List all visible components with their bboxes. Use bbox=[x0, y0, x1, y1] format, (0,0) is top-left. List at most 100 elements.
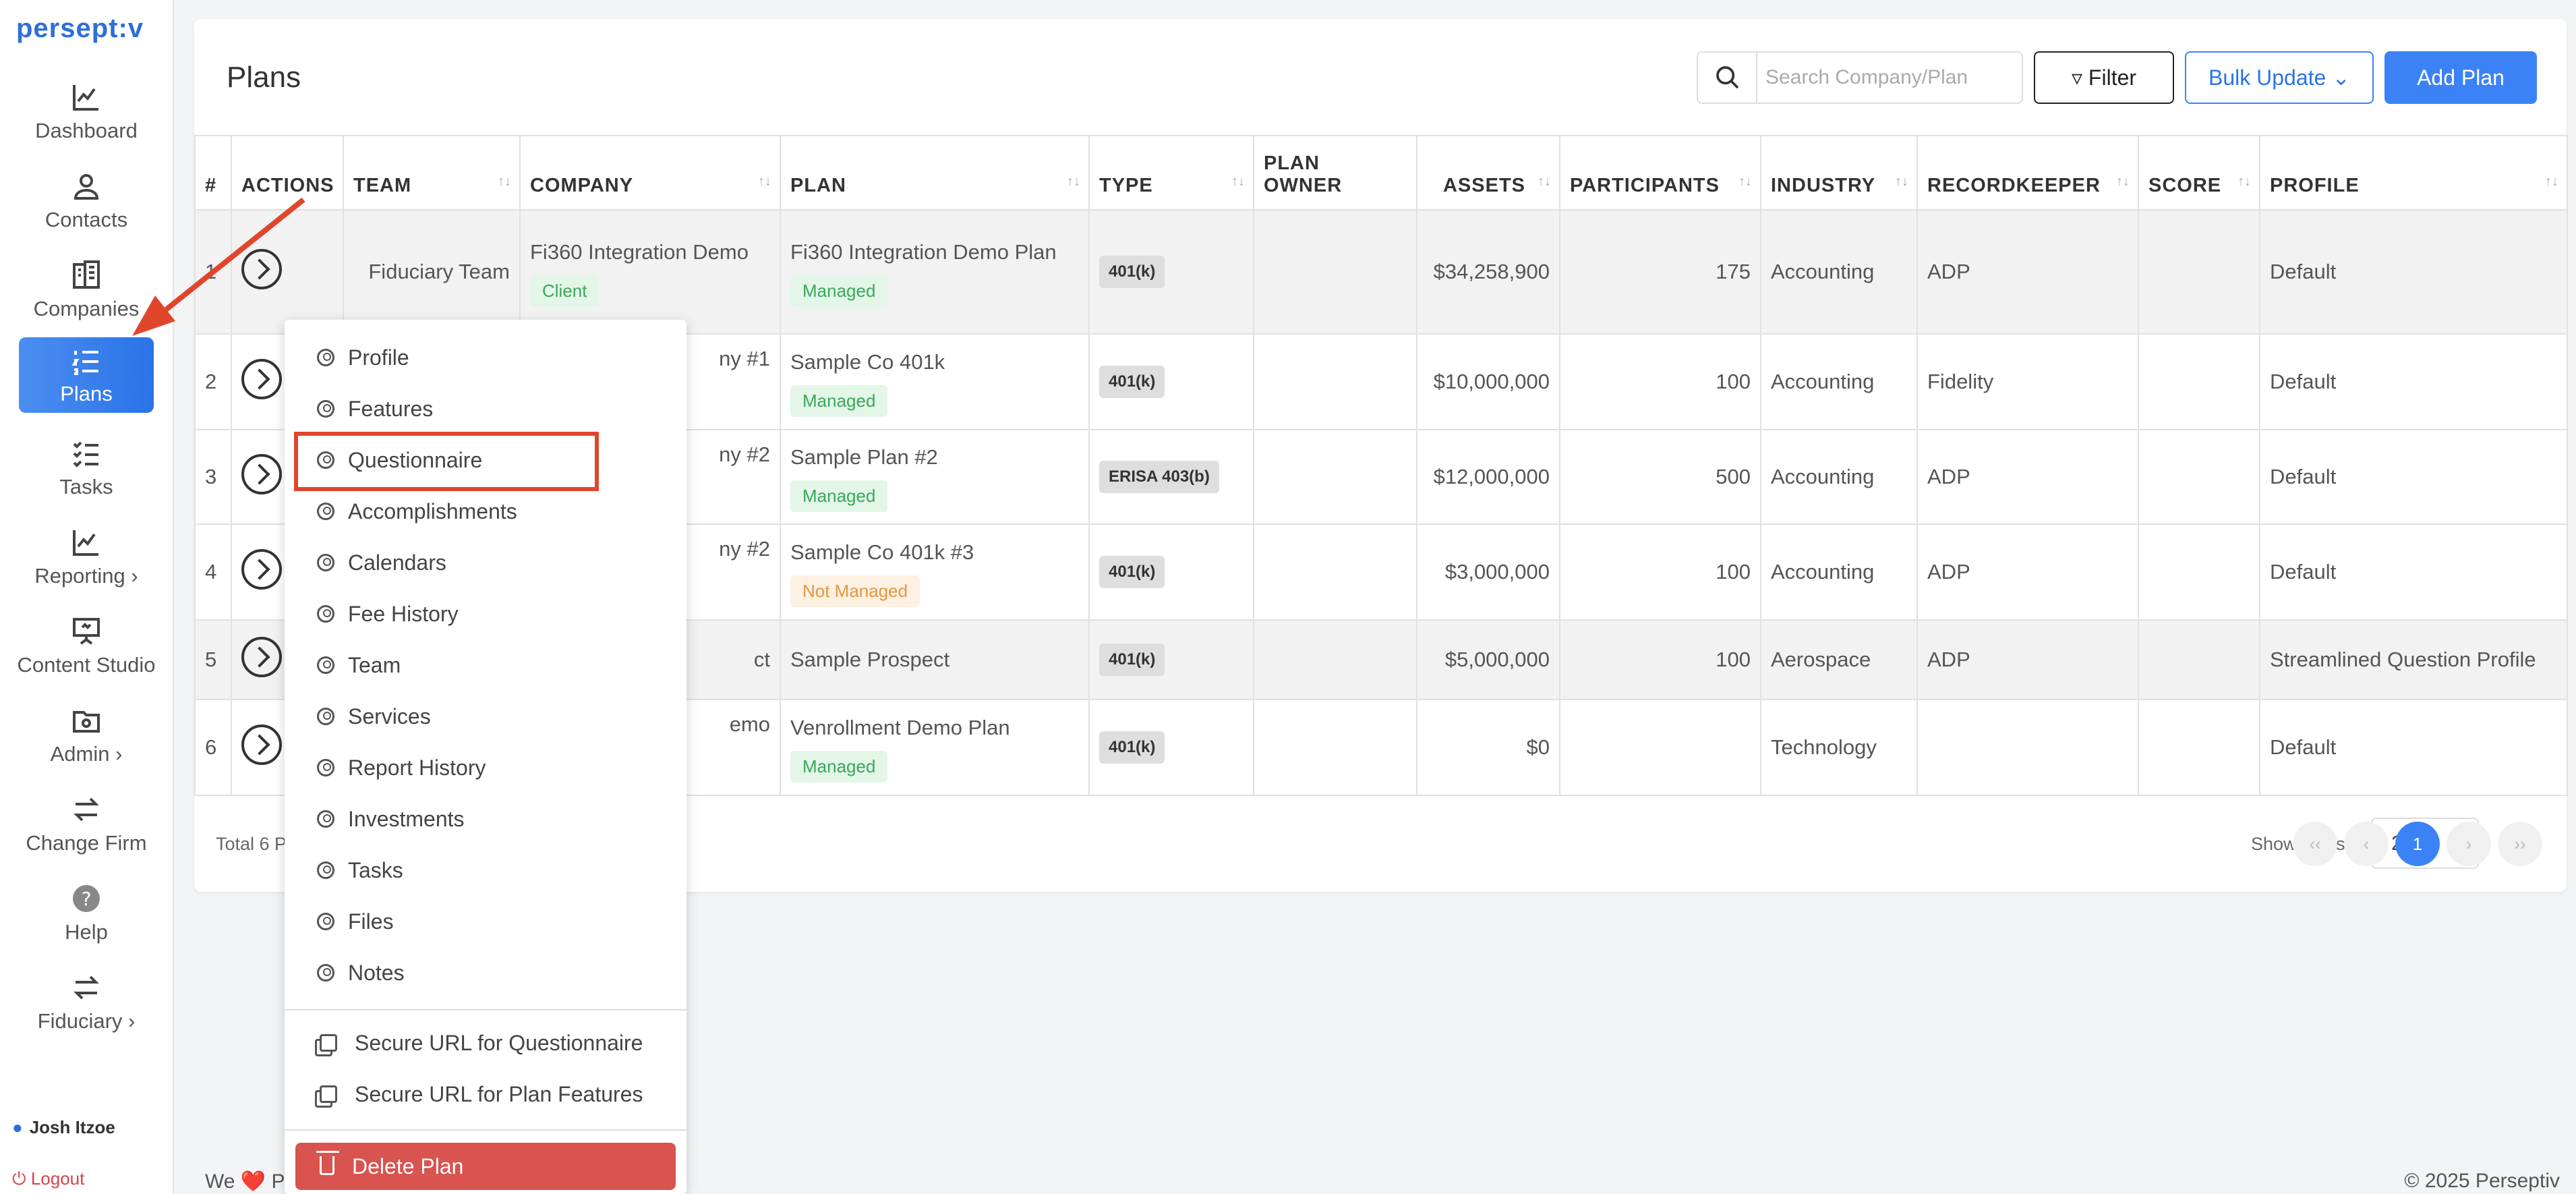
sort-icon[interactable]: ↑↓ bbox=[1067, 174, 1080, 189]
row-actions-button[interactable] bbox=[241, 724, 282, 765]
menu-item-tasks[interactable]: Tasks bbox=[317, 850, 403, 890]
profile-cell: Default bbox=[2259, 699, 2568, 796]
row-number: 2 bbox=[194, 333, 232, 430]
menu-item-services[interactable]: Services bbox=[317, 696, 431, 737]
sidebar-item-content-studio[interactable]: Content Studio bbox=[0, 607, 173, 688]
sidebar-item-dashboard[interactable]: Dashboard bbox=[0, 73, 173, 154]
sort-icon[interactable]: ↑↓ bbox=[2545, 174, 2558, 189]
column-header[interactable]: PARTICIPANTS ↑↓ bbox=[1559, 135, 1761, 210]
menu-item-files[interactable]: Files bbox=[317, 901, 394, 942]
column-header[interactable]: TYPE ↑↓ bbox=[1088, 135, 1254, 210]
column-header[interactable]: PROFILE ↑↓ bbox=[2259, 135, 2568, 210]
sort-icon[interactable]: ↑↓ bbox=[498, 174, 511, 189]
table-row[interactable]: 1 Fiduciary Team Fi360 Integration Demo C… bbox=[194, 209, 2568, 335]
search-icon bbox=[1716, 66, 1739, 89]
swap-icon bbox=[74, 797, 99, 822]
person-icon bbox=[74, 174, 99, 200]
column-header[interactable]: INDUSTRY ↑↓ bbox=[1760, 135, 1918, 210]
column-header[interactable]: PLAN ↑↓ bbox=[780, 135, 1090, 210]
list-icon bbox=[71, 351, 98, 375]
participants-cell: 100 bbox=[1559, 523, 1761, 621]
menu-item-features[interactable]: Features bbox=[317, 389, 433, 429]
menu-item-profile[interactable]: Profile bbox=[317, 337, 409, 378]
column-header[interactable]: COMPANY ↑↓ bbox=[519, 135, 781, 210]
plan-link[interactable]: Sample Co 401k bbox=[790, 349, 945, 374]
column-header: ACTIONS bbox=[231, 135, 344, 210]
menu-item-accomplishments[interactable]: Accomplishments bbox=[317, 491, 517, 532]
menu-item-fee-history[interactable]: Fee History bbox=[317, 594, 459, 634]
menu-item-investments[interactable]: Investments bbox=[317, 799, 465, 839]
plan-link[interactable]: Sample Prospect bbox=[790, 648, 950, 671]
menu-item-questionnaire[interactable]: Questionnaire bbox=[317, 440, 482, 480]
recordkeeper-cell: ADP bbox=[1916, 523, 2139, 621]
plan-link[interactable]: Fi360 Integration Demo Plan bbox=[790, 239, 1057, 264]
sidebar: persept:v Dashboard Contacts Companies P… bbox=[0, 0, 174, 1194]
row-actions-button[interactable] bbox=[241, 637, 282, 677]
filter-button[interactable]: ▿ Filter bbox=[2034, 51, 2174, 104]
sort-icon[interactable]: ↑↓ bbox=[1538, 174, 1551, 189]
sidebar-item-change-firm[interactable]: Change Firm bbox=[0, 785, 173, 866]
row-actions-button[interactable] bbox=[241, 549, 282, 590]
menu-item-report-history[interactable]: Report History bbox=[317, 747, 486, 788]
recordkeeper-cell: ADP bbox=[1916, 619, 2139, 700]
company-link[interactable]: Fi360 Integration Demo bbox=[530, 239, 749, 264]
sort-icon[interactable]: ↑↓ bbox=[758, 174, 771, 189]
search-button[interactable] bbox=[1698, 53, 1757, 103]
sidebar-item-help[interactable]: ? Help bbox=[0, 874, 173, 955]
plan-link[interactable]: Sample Plan #2 bbox=[790, 445, 938, 469]
prev-page-button[interactable]: ‹ bbox=[2344, 822, 2389, 866]
footer-text: We ❤️ P bbox=[205, 1170, 285, 1193]
sort-icon[interactable]: ↑↓ bbox=[1738, 174, 1752, 189]
sidebar-item-reporting[interactable]: Reporting › bbox=[0, 518, 173, 599]
page-button[interactable]: 1 bbox=[2395, 822, 2440, 866]
sidebar-item-admin[interactable]: Admin › bbox=[0, 696, 173, 777]
sidebar-item-label: Admin › bbox=[50, 742, 123, 766]
app-logo[interactable]: persept:v bbox=[16, 13, 144, 43]
menu-item-secure-url-questionnaire[interactable]: Secure URL for Questionnaire bbox=[320, 1023, 643, 1063]
column-header[interactable]: TEAM ↑↓ bbox=[343, 135, 521, 210]
plans-table: # ACTIONS TEAM ↑↓ COMPANY ↑↓ PLAN ↑↓ TYPE ↑↓… bbox=[194, 135, 2568, 796]
sidebar-item-tasks[interactable]: Tasks bbox=[0, 429, 173, 510]
row-actions-button[interactable] bbox=[241, 454, 282, 494]
delete-plan-button[interactable]: Delete Plan bbox=[295, 1143, 676, 1190]
plan-link[interactable]: Venrollment Demo Plan bbox=[790, 715, 1010, 739]
sort-icon[interactable]: ↑↓ bbox=[2237, 174, 2251, 189]
sidebar-item-fiduciary[interactable]: Fiduciary › bbox=[0, 963, 173, 1044]
column-header[interactable]: SCORE ↑↓ bbox=[2138, 135, 2260, 210]
sort-icon[interactable]: ↑↓ bbox=[1231, 174, 1245, 189]
sidebar-item-plans[interactable]: Plans bbox=[19, 337, 154, 413]
logout-link[interactable]: ⏻ Logout bbox=[12, 1168, 85, 1189]
status-badge: Managed bbox=[790, 275, 888, 307]
menu-item-calendars[interactable]: Calendars bbox=[317, 542, 446, 583]
sort-icon[interactable]: ↑↓ bbox=[2116, 174, 2130, 189]
sidebar-item-contacts[interactable]: Contacts bbox=[0, 162, 173, 243]
sidebar-item-label: Contacts bbox=[45, 208, 128, 231]
sidebar-item-label: Reporting › bbox=[34, 564, 138, 588]
table-header-row: # ACTIONS TEAM ↑↓ COMPANY ↑↓ PLAN ↑↓ TYPE ↑↓… bbox=[194, 135, 2568, 210]
column-header[interactable]: RECORDKEEPER ↑↓ bbox=[1916, 135, 2139, 210]
add-plan-button[interactable]: Add Plan bbox=[2384, 51, 2537, 104]
menu-item-team[interactable]: Team bbox=[317, 645, 401, 685]
plan-link[interactable]: Sample Co 401k #3 bbox=[790, 540, 974, 564]
user-circle-icon bbox=[317, 348, 334, 366]
chevron-right-icon: › bbox=[131, 564, 138, 588]
chevron-down-icon: ⌄ bbox=[2332, 65, 2351, 90]
search-input[interactable] bbox=[1765, 53, 2015, 103]
user-circle-icon bbox=[317, 707, 334, 725]
profile-cell: Streamlined Question Profile bbox=[2259, 619, 2568, 700]
menu-item-notes[interactable]: Notes bbox=[317, 953, 405, 993]
sort-icon[interactable]: ↑↓ bbox=[1895, 174, 1908, 189]
last-page-button[interactable]: ›› bbox=[2498, 822, 2542, 866]
recordkeeper-cell bbox=[1916, 699, 2139, 796]
bulk-update-button[interactable]: Bulk Update ⌄ bbox=[2185, 51, 2374, 104]
user-name[interactable]: ● Josh Itzoe bbox=[12, 1117, 115, 1137]
menu-item-secure-url-plan-features[interactable]: Secure URL for Plan Features bbox=[320, 1074, 643, 1114]
sidebar-item-companies[interactable]: Companies bbox=[0, 251, 173, 332]
first-page-button[interactable]: ‹‹ bbox=[2293, 822, 2337, 866]
assets-cell: $12,000,000 bbox=[1416, 429, 1560, 525]
column-header[interactable]: ASSETS ↑↓ bbox=[1416, 135, 1560, 210]
row-actions-button[interactable] bbox=[241, 359, 282, 399]
presentation-icon bbox=[73, 618, 100, 645]
next-page-button[interactable]: › bbox=[2447, 822, 2491, 866]
row-actions-button[interactable] bbox=[241, 249, 282, 289]
